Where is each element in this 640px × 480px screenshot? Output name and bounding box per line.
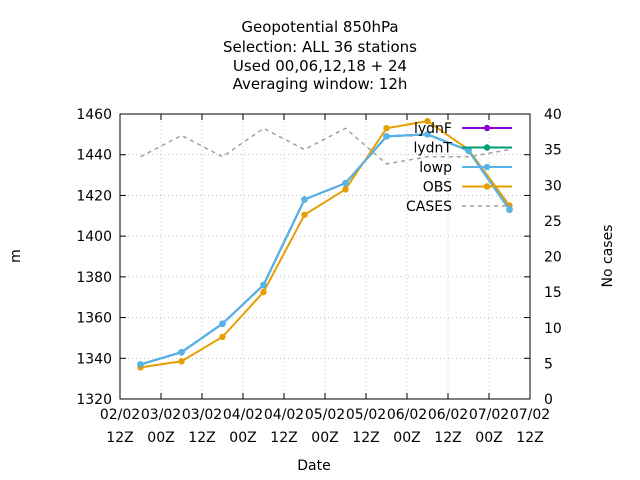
legend-label: lydnF <box>414 121 452 137</box>
x-tick-label-date: 03/02 <box>182 407 222 423</box>
series-line-lowp <box>140 133 511 366</box>
x-tick-label-time: 00Z <box>229 430 256 446</box>
data-point-obs <box>219 333 226 341</box>
legend-item-obs: OBS <box>423 180 512 196</box>
x-tick-label-date: 07/02 <box>469 407 509 423</box>
series-cases <box>140 127 510 165</box>
x-axis-ticks: 02/02 12Z 03/02 00Z 03/02 12Z 04/02 00Z 04/02 12Z… <box>100 114 550 446</box>
y-tick-label: 1380 <box>76 270 112 286</box>
data-point-lowp <box>219 320 226 327</box>
x-tick-label-time: 00Z <box>393 430 420 446</box>
x-tick-label-date: 05/02 <box>346 407 386 423</box>
series-line-lydnt <box>140 133 511 366</box>
legend: lydnF lydnT lowp OBS CASES <box>406 121 512 215</box>
data-point-obs <box>383 125 390 132</box>
legend-label: OBS <box>423 180 452 196</box>
series-layer <box>137 117 513 371</box>
y-tick-label: 1400 <box>76 229 112 245</box>
data-point-lowp <box>301 196 308 203</box>
legend-label: CASES <box>406 199 452 215</box>
legend-item-lydnf: lydnF <box>414 121 512 137</box>
y-axis-label: m <box>8 249 24 263</box>
data-point-lowp <box>342 180 349 187</box>
series-obs <box>137 117 513 371</box>
x-tick-label-date: 06/02 <box>428 407 468 423</box>
y2-tick-label: 5 <box>544 356 553 372</box>
legend-marker <box>483 144 491 151</box>
y-tick-label: 1440 <box>76 148 112 164</box>
x-tick-label-time: 12Z <box>516 430 543 446</box>
x-tick-label-date: 04/02 <box>264 407 304 423</box>
legend-label: lydnT <box>414 141 453 157</box>
x-tick-label-time: 00Z <box>147 430 174 446</box>
x-tick-label-date: 02/02 <box>100 407 140 423</box>
x-tick-label-time: 12Z <box>270 430 297 446</box>
x-tick-label-date: 07/02 <box>510 407 550 423</box>
y-tick-label: 1460 <box>76 107 112 123</box>
legend-marker <box>483 163 491 171</box>
y2-tick-label: 10 <box>544 321 562 337</box>
chart-title: Geopotential 850hPa Selection: ALL 36 st… <box>223 18 417 93</box>
legend-item-lowp: lowp <box>419 160 512 176</box>
y2-tick-label: 25 <box>544 214 562 230</box>
y-tick-label: 1320 <box>76 392 112 408</box>
data-point-lowp <box>178 348 185 356</box>
x-tick-label-date: 04/02 <box>223 407 263 423</box>
legend-item-lydnt: lydnT <box>414 141 512 157</box>
data-point-lowp <box>137 361 144 368</box>
x-tick-label-date: 06/02 <box>387 407 427 423</box>
x-tick-label-time: 00Z <box>311 430 338 446</box>
title-line-3: Used 00,06,12,18 + 24 <box>233 57 407 75</box>
y-tick-label: 1420 <box>76 188 112 204</box>
title-line-4: Averaging window: 12h <box>233 75 408 93</box>
data-point-obs <box>260 288 267 296</box>
x-tick-label-time: 12Z <box>352 430 379 446</box>
data-point-obs <box>178 358 185 365</box>
x-tick-label-time: 12Z <box>188 430 215 446</box>
series-line-lydnf <box>140 133 511 366</box>
y-tick-label: 1360 <box>76 311 112 327</box>
title-line-2: Selection: ALL 36 stations <box>223 38 417 56</box>
y2-tick-label: 0 <box>544 392 553 408</box>
series-line-cases <box>140 127 510 165</box>
y2-tick-label: 20 <box>544 250 562 266</box>
series-line-obs <box>140 120 511 369</box>
x-tick-label-time: 00Z <box>475 430 502 446</box>
y2-axis-label: No cases <box>600 225 616 288</box>
data-point-lowp <box>506 206 513 213</box>
x-tick-label-date: 05/02 <box>305 407 345 423</box>
x-tick-label-time: 12Z <box>434 430 461 446</box>
x-tick-label-date: 03/02 <box>141 407 181 423</box>
data-point-lowp <box>424 131 431 138</box>
y2-tick-label: 35 <box>544 143 562 159</box>
data-point-obs <box>342 186 349 193</box>
y-axis-ticks: 1320 1340 1360 1380 1400 1420 1440 1460 <box>76 107 530 408</box>
y-tick-label: 1340 <box>76 351 112 367</box>
y2-tick-label: 30 <box>544 178 562 194</box>
x-axis-label: Date <box>297 458 330 474</box>
data-point-lowp <box>260 281 267 289</box>
series-lowp <box>137 131 513 368</box>
data-point-obs <box>301 211 308 218</box>
legend-label: lowp <box>419 160 452 176</box>
data-point-obs <box>424 117 431 125</box>
grid <box>120 114 530 399</box>
legend-marker <box>483 124 491 132</box>
x-tick-label-time: 12Z <box>106 430 133 446</box>
y2-axis-ticks: 0 5 10 15 20 25 30 35 40 <box>544 107 562 408</box>
legend-marker <box>483 183 491 190</box>
data-point-lowp <box>465 147 472 154</box>
title-line-1: Geopotential 850hPa <box>241 18 398 36</box>
legend-item-cases: CASES <box>406 199 512 215</box>
y2-tick-label: 40 <box>544 107 562 123</box>
data-point-lowp <box>383 133 390 140</box>
y2-tick-label: 15 <box>544 285 562 301</box>
